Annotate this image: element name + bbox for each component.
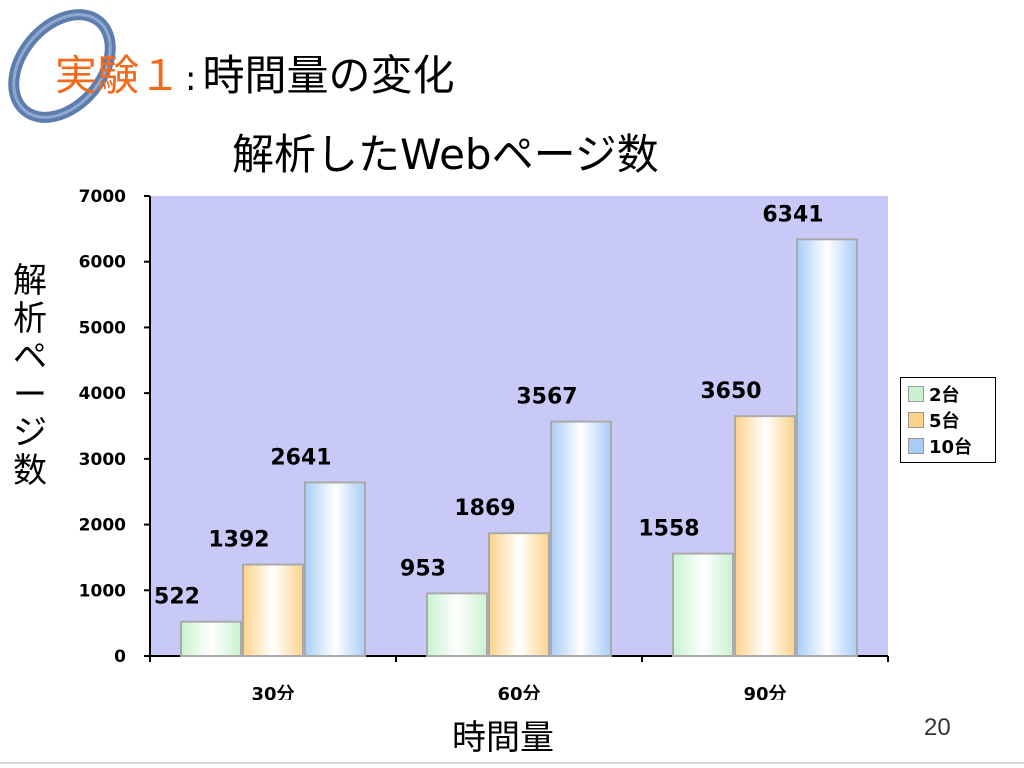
bar	[180, 620, 242, 657]
bar	[796, 238, 858, 657]
bar	[550, 420, 612, 657]
bar-value-label: 522	[154, 585, 200, 610]
y-tick-label: 6000	[79, 253, 126, 273]
page-number: 20	[924, 714, 951, 741]
legend-item: 5台	[908, 407, 995, 433]
y-tick-label: 2000	[79, 516, 126, 536]
chart-legend: 2台 5台 10台	[900, 377, 996, 463]
legend-item: 10台	[908, 433, 995, 459]
bar-value-label: 1558	[638, 517, 699, 542]
bar-value-label: 1392	[208, 528, 269, 553]
title-main: 時間量の変化	[202, 51, 455, 100]
x-tick-label: 90分	[743, 684, 786, 700]
y-tick-label: 5000	[79, 318, 126, 338]
legend-label: 10台	[929, 437, 973, 458]
legend-swatch	[908, 438, 924, 454]
y-tick-label: 0	[114, 647, 126, 667]
y-tick-label: 1000	[79, 581, 126, 601]
bar-value-label: 953	[400, 556, 446, 581]
bottom-divider	[0, 762, 1024, 764]
bar-value-label: 3650	[700, 379, 761, 404]
x-axis-label: 時間量	[452, 718, 554, 758]
bar-value-label: 1869	[454, 496, 515, 521]
legend-item: 2台	[908, 381, 995, 407]
title-prefix: 実験１	[55, 51, 182, 100]
title-colon: :	[185, 59, 197, 99]
y-tick-label: 3000	[79, 450, 126, 470]
slide-title: 実験１: 時間量の変化	[55, 48, 455, 107]
y-tick-label: 4000	[79, 384, 126, 404]
bar	[304, 481, 366, 657]
y-tick-label: 7000	[79, 187, 126, 207]
x-tick-label: 30分	[251, 684, 294, 700]
bar-value-label: 3567	[516, 385, 577, 410]
x-tick-label: 60分	[497, 684, 540, 700]
bar	[426, 592, 488, 658]
bar	[242, 563, 304, 658]
bar-value-label: 2641	[270, 445, 331, 470]
y-axis-label: 解析ページ数	[13, 261, 47, 491]
legend-swatch	[908, 386, 924, 402]
legend-label: 2台	[929, 385, 960, 406]
legend-label: 5台	[929, 411, 960, 432]
slide-subtitle: 解析したWebページ数	[232, 130, 659, 179]
bar-value-label: 6341	[762, 202, 823, 227]
legend-swatch	[908, 412, 924, 428]
bar	[488, 532, 550, 657]
ring-logo-icon	[8, 9, 116, 123]
bar-chart: 0 1000 2000 3000 4000 5000 6000 7000 522 1392 2641…	[79, 187, 889, 700]
bar	[734, 415, 796, 657]
bar	[672, 552, 734, 658]
